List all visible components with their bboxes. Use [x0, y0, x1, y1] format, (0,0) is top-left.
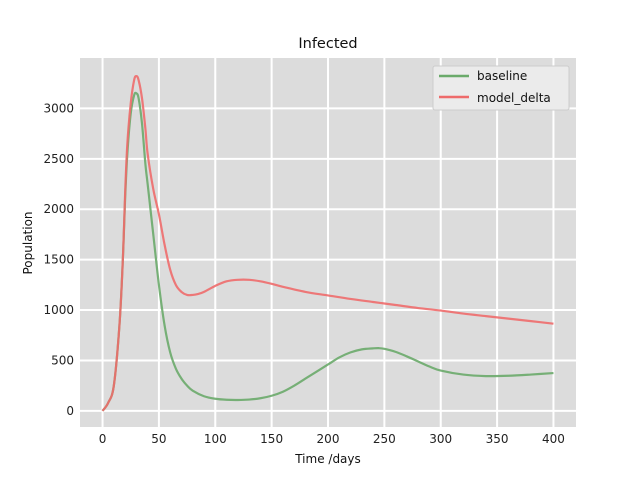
x-tick-label: 250 [373, 432, 396, 446]
grid [80, 58, 576, 427]
y-tick-label: 2000 [43, 202, 74, 216]
x-tick-label: 150 [260, 432, 283, 446]
y-axis-label: Population [21, 211, 35, 274]
x-tick-label: 100 [204, 432, 227, 446]
y-tick-label: 0 [66, 404, 74, 418]
legend: baseline model_delta [432, 65, 570, 111]
chart-title: Infected [298, 36, 357, 52]
x-tick-label: 300 [429, 432, 452, 446]
legend-label-baseline: baseline [477, 69, 527, 83]
x-tick-label: 0 [99, 432, 107, 446]
axis-ticks: 0 50 100 150 200 250 300 350 400 0 500 1000 1500 2000… [43, 101, 564, 446]
x-axis-label: Time /days [294, 452, 361, 466]
legend-label-model-delta: model_delta [477, 91, 551, 105]
y-tick-label: 500 [51, 353, 74, 367]
y-tick-label: 1500 [43, 253, 74, 267]
x-tick-label: 350 [486, 432, 509, 446]
y-tick-label: 1000 [43, 303, 74, 317]
series-line-baseline [101, 91, 554, 412]
y-tick-label: 2500 [43, 152, 74, 166]
series-layer [101, 75, 554, 412]
series-line-model-delta [101, 75, 554, 412]
y-tick-label: 3000 [43, 101, 74, 115]
x-tick-label: 200 [317, 432, 340, 446]
x-tick-label: 50 [151, 432, 166, 446]
x-tick-label: 400 [542, 432, 565, 446]
